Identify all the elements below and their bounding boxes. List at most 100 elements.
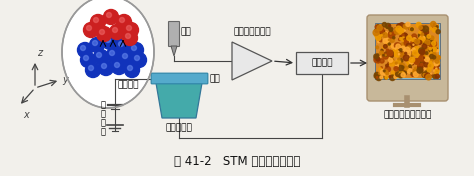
Circle shape [386, 54, 389, 55]
Circle shape [411, 48, 415, 52]
Circle shape [375, 25, 378, 28]
Circle shape [385, 76, 388, 79]
Circle shape [432, 24, 438, 29]
Circle shape [429, 54, 434, 58]
Circle shape [422, 44, 427, 49]
Circle shape [413, 37, 417, 41]
Circle shape [410, 57, 415, 62]
Circle shape [415, 70, 418, 73]
Circle shape [103, 10, 118, 24]
Circle shape [435, 67, 439, 71]
Circle shape [404, 47, 410, 53]
Circle shape [434, 70, 436, 72]
Circle shape [413, 38, 419, 44]
Circle shape [413, 44, 414, 45]
Circle shape [380, 39, 382, 42]
Circle shape [406, 22, 410, 26]
Circle shape [419, 37, 424, 43]
Circle shape [400, 71, 401, 73]
Circle shape [398, 50, 400, 52]
Circle shape [419, 33, 422, 37]
Circle shape [419, 37, 424, 42]
Circle shape [383, 70, 389, 76]
Circle shape [397, 24, 401, 28]
Circle shape [101, 64, 107, 68]
Circle shape [409, 28, 410, 30]
Circle shape [412, 46, 415, 50]
Circle shape [434, 67, 435, 68]
Circle shape [394, 67, 398, 71]
Circle shape [411, 73, 412, 74]
Circle shape [430, 28, 432, 30]
Circle shape [435, 60, 439, 65]
Circle shape [402, 48, 403, 49]
Circle shape [399, 63, 405, 69]
Circle shape [391, 45, 393, 47]
Circle shape [413, 70, 419, 76]
Circle shape [413, 40, 418, 45]
Circle shape [432, 56, 436, 59]
Circle shape [431, 57, 434, 59]
Circle shape [427, 35, 430, 38]
Circle shape [428, 64, 431, 67]
Circle shape [435, 26, 438, 29]
Circle shape [376, 46, 379, 49]
Circle shape [404, 37, 410, 43]
Circle shape [410, 27, 414, 31]
Circle shape [380, 59, 384, 63]
Circle shape [398, 58, 400, 60]
Circle shape [436, 56, 440, 60]
Text: 样品: 样品 [210, 74, 221, 83]
Circle shape [424, 29, 425, 30]
Circle shape [418, 67, 423, 73]
Circle shape [431, 57, 434, 59]
Circle shape [124, 23, 138, 37]
FancyBboxPatch shape [367, 15, 448, 101]
Circle shape [432, 47, 437, 52]
Circle shape [431, 42, 436, 46]
Circle shape [422, 56, 428, 61]
Circle shape [127, 26, 131, 30]
Circle shape [422, 32, 427, 36]
Circle shape [401, 33, 407, 39]
Circle shape [386, 49, 389, 51]
Circle shape [409, 52, 410, 54]
Polygon shape [232, 42, 272, 80]
Circle shape [423, 26, 428, 32]
Circle shape [93, 17, 99, 23]
Circle shape [381, 67, 382, 68]
Circle shape [419, 48, 425, 54]
Circle shape [91, 14, 106, 30]
Circle shape [395, 72, 397, 73]
Circle shape [386, 39, 389, 42]
Circle shape [394, 75, 397, 78]
Circle shape [417, 58, 422, 64]
Circle shape [430, 52, 435, 58]
Circle shape [390, 54, 393, 57]
Circle shape [408, 63, 411, 66]
Circle shape [384, 75, 388, 79]
Circle shape [408, 47, 410, 49]
Circle shape [435, 55, 436, 57]
Circle shape [420, 26, 425, 31]
FancyBboxPatch shape [376, 24, 439, 78]
Circle shape [419, 57, 423, 61]
Circle shape [423, 40, 427, 44]
Circle shape [376, 30, 378, 31]
Circle shape [399, 51, 404, 56]
Circle shape [436, 55, 439, 58]
Circle shape [412, 34, 417, 39]
Circle shape [381, 27, 383, 30]
Text: 压电扫描器: 压电扫描器 [165, 123, 192, 132]
Circle shape [430, 23, 432, 25]
Circle shape [107, 12, 111, 17]
Circle shape [392, 29, 395, 32]
Circle shape [403, 29, 405, 31]
Circle shape [390, 29, 392, 31]
Polygon shape [156, 83, 202, 118]
Circle shape [118, 42, 124, 46]
Circle shape [376, 75, 382, 81]
Circle shape [396, 26, 401, 32]
Circle shape [388, 61, 392, 64]
Circle shape [373, 30, 379, 36]
